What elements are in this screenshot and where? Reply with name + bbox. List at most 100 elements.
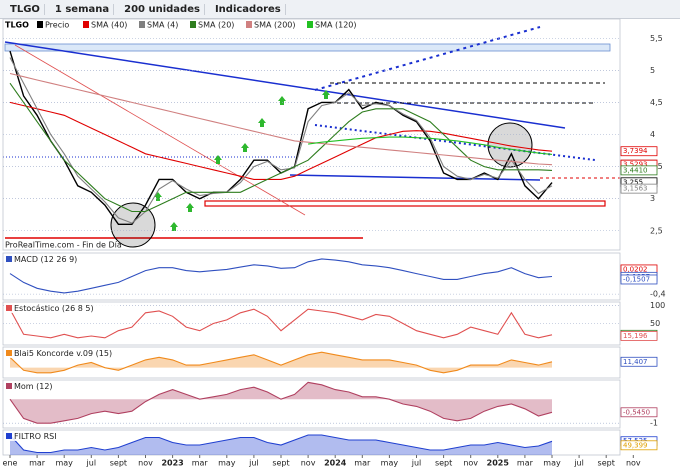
panel-icon (6, 433, 12, 439)
legend-swatch (307, 21, 313, 28)
price-label-box (620, 331, 658, 341)
price-label: 15,196 (623, 332, 648, 340)
zone (204, 200, 606, 207)
y-tick-label: 4 (650, 130, 655, 139)
symbol-label: TLGO (5, 21, 29, 30)
price-label-box (620, 274, 658, 285)
price-label: 3,255 (623, 178, 643, 186)
highlight (110, 202, 156, 248)
series-line (9, 57, 553, 224)
panel-frame (2, 379, 621, 429)
panel-title: MACD (12 26 9) (14, 255, 77, 264)
series-line (9, 258, 553, 294)
indicators[interactable]: Indicadores (211, 3, 286, 15)
zone (4, 43, 611, 52)
x-tick-label: jul (411, 459, 422, 468)
legend-entry: SMA (20) (198, 21, 234, 30)
legend-swatch (246, 21, 252, 28)
x-tick-label: 2024 (324, 459, 347, 468)
x-tick-label: nov (138, 459, 153, 468)
x-tick-label: sept (272, 459, 289, 468)
legend-swatch (139, 21, 145, 28)
panel-icon (6, 305, 12, 311)
panel-title-bg (4, 303, 120, 313)
series-line (9, 381, 553, 424)
price-label: 0,0202 (623, 265, 648, 273)
series-area (10, 382, 552, 424)
y-tick-label: 5,5 (650, 34, 663, 43)
y-tick-label: 2,5 (650, 226, 663, 235)
panel-title-bg (4, 254, 89, 264)
series-line (9, 82, 553, 213)
x-tick-label: mar (29, 459, 46, 468)
panel-icon (6, 350, 12, 356)
panel-frame (2, 252, 621, 301)
arrows (154, 90, 330, 231)
panel-title: FILTRO RSI (14, 432, 57, 441)
panel-title: Estocástico (26 8 5) (14, 304, 94, 313)
legend-entry: Precio (45, 21, 69, 30)
period[interactable]: 1 semana (51, 3, 115, 15)
price-label: 3,1563 (623, 185, 648, 193)
legend-swatch (37, 21, 43, 28)
x-tick-label: jul (573, 459, 584, 468)
legend-entry: SMA (120) (315, 21, 357, 30)
x-tick-label: 2025 (487, 459, 510, 468)
y-tick-label: 50 (650, 319, 660, 328)
x-tick-label: mar (192, 459, 209, 468)
panel-frame (2, 346, 621, 379)
y-tick-label: 4,5 (650, 98, 663, 107)
series-line (9, 434, 553, 454)
x-tick-label: ene (3, 459, 18, 468)
trendline (314, 26, 541, 91)
price-label: -0,1507 (623, 275, 650, 283)
x-tick-label: jul (248, 459, 259, 468)
trendline (289, 174, 541, 181)
annotation: ProRealTime.com - Fin de Día (5, 241, 122, 250)
x-tick-label: sept (598, 459, 615, 468)
panel-title-bg (4, 348, 141, 358)
x-tick-label: may (55, 459, 73, 468)
legend-entry: SMA (40) (91, 21, 127, 30)
series-line (308, 136, 553, 155)
price-label-box (620, 356, 658, 367)
x-tick-label: may (218, 459, 236, 468)
price-label: 11,407 (623, 358, 648, 366)
price-label: 3,5293 (623, 161, 648, 169)
legend-entry: SMA (4) (147, 21, 178, 30)
y-tick-label: -0,4 (650, 290, 666, 299)
x-tick-label: mar (517, 459, 534, 468)
panel-title-bg (4, 431, 68, 441)
panel-title-bg (4, 381, 58, 391)
x-tick-label: sept (435, 459, 452, 468)
x-tick-label: 2023 (161, 459, 183, 468)
symbol[interactable]: TLGO (6, 3, 45, 15)
y-tick-label: -1 (650, 419, 658, 428)
y-tick-label: 5 (650, 66, 655, 75)
price-label-box (620, 407, 658, 418)
y-tick-label: 100 (650, 301, 665, 310)
panel-icon (6, 383, 12, 389)
panel-frame (2, 429, 621, 456)
drawings (3, 26, 620, 248)
units[interactable]: 200 unidades (120, 3, 205, 15)
price-label-box (620, 165, 658, 176)
legend-swatch (83, 21, 89, 28)
x-tick-label: sept (110, 459, 127, 468)
panel-title: Blai5 Koncorde v.09 (15) (14, 349, 112, 358)
x-tick-label: may (381, 459, 399, 468)
panel-title: Mom (12) (14, 382, 53, 391)
y-tick-label: 3 (650, 194, 655, 203)
x-tick-label: nov (463, 459, 478, 468)
x-tick-label: jul (86, 459, 97, 468)
price-label: 3,4410 (623, 166, 648, 174)
legend-swatch (190, 21, 196, 28)
price-label: 49,399 (623, 441, 648, 449)
price-label-box (620, 440, 658, 451)
x-tick-label: nov (301, 459, 316, 468)
series-line (9, 351, 553, 374)
trendline (14, 44, 306, 216)
series-line (9, 308, 553, 339)
